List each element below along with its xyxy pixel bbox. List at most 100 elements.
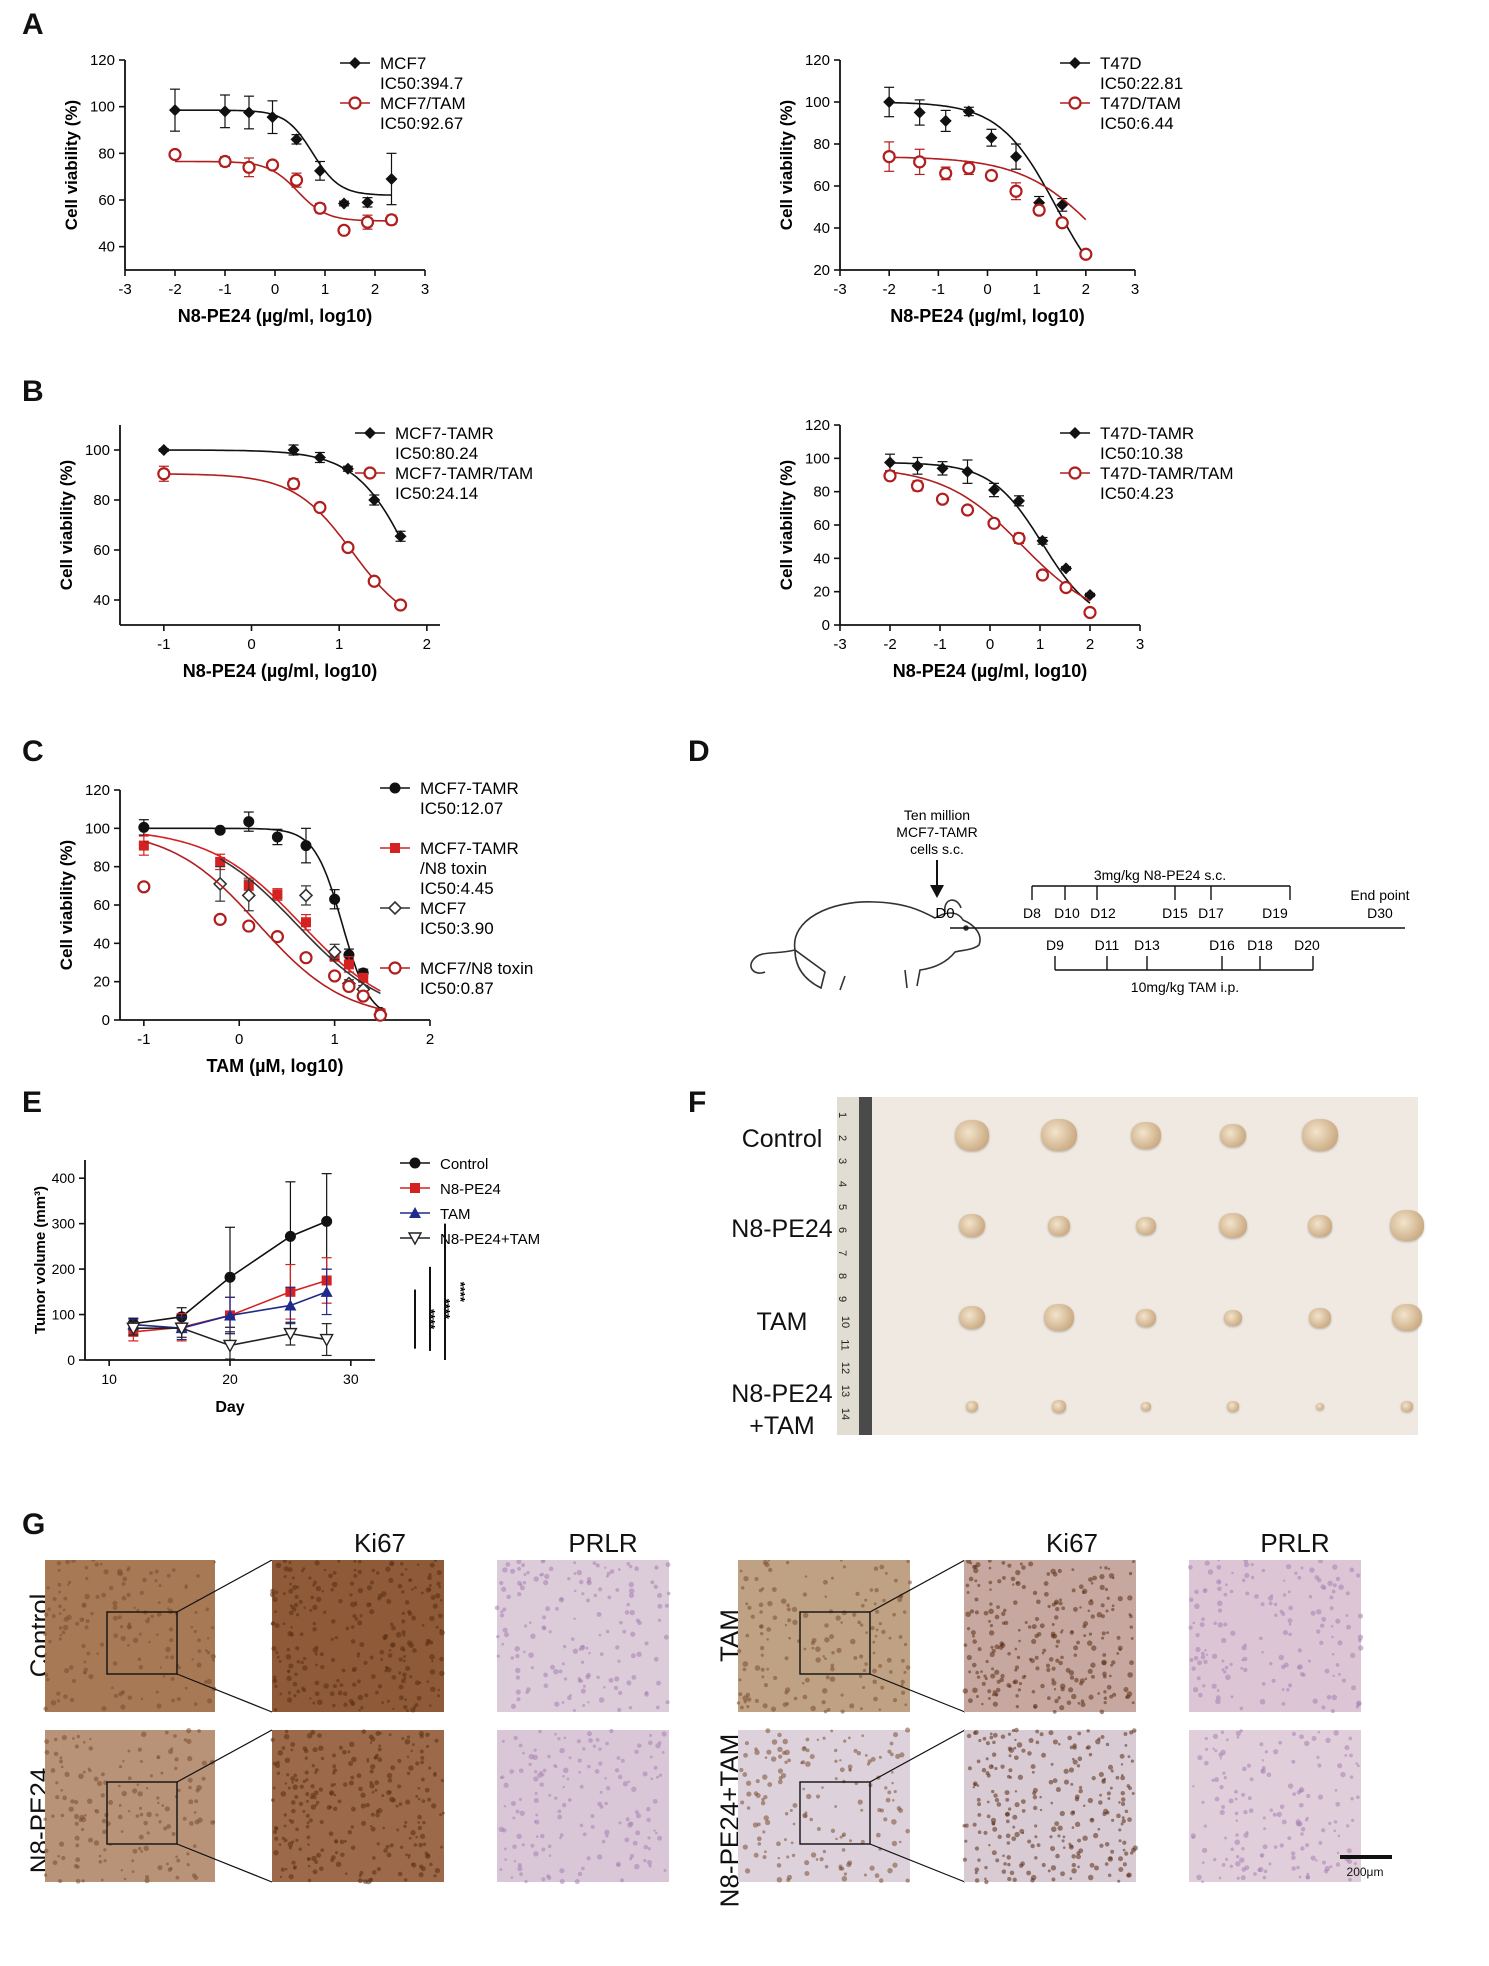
legend-ic50: IC50:80.24 <box>395 444 478 463</box>
data-point <box>242 160 256 174</box>
panel-letter-e: E <box>22 1086 43 1119</box>
cell-nucleus <box>1271 1678 1276 1683</box>
y-tick-label: 60 <box>98 192 115 209</box>
cell-nucleus <box>1073 1606 1078 1612</box>
cell-nucleus <box>586 1576 592 1582</box>
data-point <box>243 106 255 119</box>
cell-nucleus <box>315 1800 320 1805</box>
cell-nucleus <box>349 1581 355 1586</box>
cell-nucleus <box>1071 1568 1075 1572</box>
cell-nucleus <box>1017 1628 1021 1632</box>
data-point <box>368 494 381 506</box>
x-tick-label: 1 <box>335 636 343 653</box>
y-tick-label: 120 <box>85 782 110 799</box>
cell-nucleus <box>330 1855 336 1860</box>
cell-nucleus <box>428 1766 432 1770</box>
cell-nucleus <box>518 1743 523 1748</box>
cell-nucleus <box>824 1864 829 1869</box>
legend-ic50: IC50:92.67 <box>380 114 463 133</box>
cell-nucleus <box>973 1729 979 1735</box>
cell-nucleus <box>1074 1794 1080 1800</box>
cell-nucleus <box>290 1742 296 1747</box>
cell-nucleus <box>1080 1699 1085 1703</box>
data-point <box>358 972 369 983</box>
cell-nucleus <box>1055 1658 1060 1663</box>
cell-nucleus <box>389 1796 395 1803</box>
cell-nucleus <box>1211 1778 1215 1782</box>
data-point <box>1059 580 1073 595</box>
cell-nucleus <box>1221 1659 1225 1663</box>
cell-nucleus <box>770 1756 777 1762</box>
cell-nucleus <box>290 1776 295 1782</box>
cell-nucleus <box>809 1817 814 1822</box>
cell-nucleus <box>388 1733 392 1737</box>
cell-nucleus <box>1106 1596 1110 1600</box>
cell-nucleus <box>1049 1835 1053 1839</box>
cell-nucleus <box>1235 1730 1241 1737</box>
cell-nucleus <box>994 1669 1000 1675</box>
cell-nucleus <box>350 1601 356 1608</box>
cell-nucleus <box>1234 1839 1241 1846</box>
cell-nucleus <box>75 1621 80 1626</box>
cell-nucleus <box>1225 1674 1231 1681</box>
cell-nucleus <box>1083 1621 1089 1627</box>
cell-nucleus <box>898 1840 902 1844</box>
cell-nucleus <box>197 1817 203 1823</box>
cell-nucleus <box>1000 1734 1006 1739</box>
cell-nucleus <box>156 1796 160 1800</box>
cell-nucleus <box>524 1880 528 1884</box>
cell-nucleus <box>302 1746 308 1751</box>
cell-nucleus <box>1295 1819 1301 1825</box>
cell-nucleus <box>995 1687 1001 1693</box>
cell-nucleus <box>68 1806 74 1812</box>
ruler-number: 7 <box>836 1249 849 1257</box>
n8-day-4: D17 <box>1198 905 1224 921</box>
cell-nucleus <box>405 1853 408 1857</box>
cell-nucleus <box>973 1567 979 1574</box>
y-tick-label: 80 <box>813 484 830 501</box>
cell-nucleus <box>666 1591 671 1596</box>
cell-nucleus <box>616 1756 621 1760</box>
cell-nucleus <box>207 1698 213 1704</box>
cell-nucleus <box>381 1591 387 1597</box>
cell-nucleus <box>582 1704 586 1707</box>
data-point <box>169 104 181 117</box>
cell-nucleus <box>895 1753 901 1759</box>
cell-nucleus <box>1263 1827 1267 1831</box>
cell-nucleus <box>510 1703 517 1709</box>
cell-nucleus <box>1239 1706 1244 1711</box>
treatment-schedule-diagram: Ten million MCF7-TAMR cells s.c. D0 3mg/… <box>750 807 1410 995</box>
cell-nucleus <box>1297 1575 1302 1580</box>
cell-nucleus <box>1087 1874 1094 1881</box>
cell-nucleus <box>546 1875 552 1881</box>
cell-nucleus <box>1308 1595 1313 1599</box>
cell-nucleus <box>302 1656 307 1661</box>
cell-nucleus <box>112 1615 118 1621</box>
x-tick-label: -3 <box>118 281 131 298</box>
cell-nucleus <box>1316 1609 1322 1615</box>
cell-nucleus <box>554 1732 557 1736</box>
cell-nucleus <box>1071 1826 1075 1829</box>
series-curve <box>163 449 402 540</box>
cell-nucleus <box>368 1734 374 1740</box>
cell-nucleus <box>1077 1838 1081 1843</box>
cell-nucleus <box>1288 1622 1292 1626</box>
cell-nucleus <box>193 1811 197 1814</box>
tumor-specimen <box>1220 1124 1246 1148</box>
cell-nucleus <box>599 1790 603 1794</box>
cell-nucleus <box>628 1588 635 1594</box>
cell-nucleus <box>298 1847 302 1851</box>
cell-nucleus <box>1332 1583 1337 1588</box>
cell-nucleus <box>554 1796 558 1800</box>
cell-nucleus <box>343 1702 348 1707</box>
cell-nucleus <box>1120 1790 1125 1796</box>
cell-nucleus <box>1230 1695 1234 1699</box>
cell-nucleus <box>888 1670 893 1674</box>
cell-nucleus <box>1214 1749 1218 1753</box>
tumor-specimen <box>1048 1216 1070 1236</box>
cell-nucleus <box>1055 1606 1060 1612</box>
cell-nucleus <box>275 1763 281 1769</box>
cell-nucleus <box>439 1598 443 1602</box>
cell-nucleus <box>1101 1614 1105 1619</box>
